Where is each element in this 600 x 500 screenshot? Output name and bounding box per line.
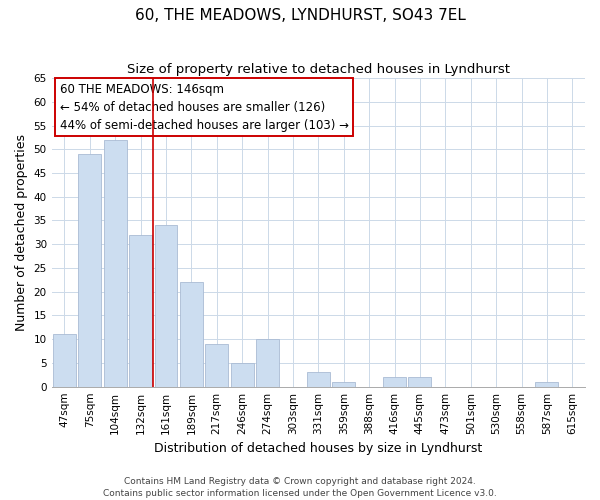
- Bar: [129, 234, 152, 386]
- Bar: [535, 382, 559, 386]
- Bar: [383, 377, 406, 386]
- X-axis label: Distribution of detached houses by size in Lyndhurst: Distribution of detached houses by size …: [154, 442, 482, 455]
- Bar: [409, 377, 431, 386]
- Text: 60, THE MEADOWS, LYNDHURST, SO43 7EL: 60, THE MEADOWS, LYNDHURST, SO43 7EL: [134, 8, 466, 22]
- Text: 60 THE MEADOWS: 146sqm
← 54% of detached houses are smaller (126)
44% of semi-de: 60 THE MEADOWS: 146sqm ← 54% of detached…: [59, 82, 349, 132]
- Bar: [180, 282, 203, 387]
- Bar: [307, 372, 330, 386]
- Bar: [155, 225, 178, 386]
- Title: Size of property relative to detached houses in Lyndhurst: Size of property relative to detached ho…: [127, 62, 510, 76]
- Bar: [332, 382, 355, 386]
- Bar: [256, 339, 279, 386]
- Text: Contains HM Land Registry data © Crown copyright and database right 2024.
Contai: Contains HM Land Registry data © Crown c…: [103, 476, 497, 498]
- Y-axis label: Number of detached properties: Number of detached properties: [15, 134, 28, 331]
- Bar: [53, 334, 76, 386]
- Bar: [231, 363, 254, 386]
- Bar: [205, 344, 228, 387]
- Bar: [104, 140, 127, 386]
- Bar: [79, 154, 101, 386]
